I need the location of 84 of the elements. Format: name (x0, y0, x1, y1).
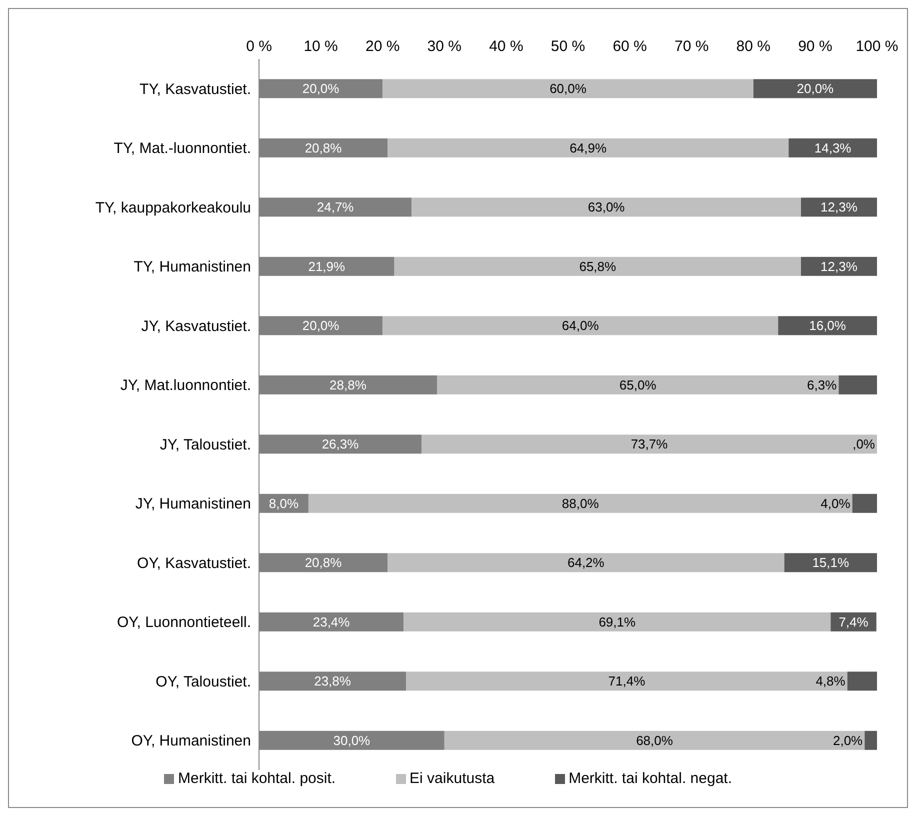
data-label: 30,0% (333, 732, 371, 748)
x-tick-label: 10 % (304, 38, 338, 55)
data-label: 20,0% (302, 318, 340, 334)
x-tick-label: 50 % (550, 38, 586, 55)
bar (404, 612, 831, 632)
data-label: 16,0% (809, 318, 846, 334)
data-label: 65,0% (619, 377, 657, 392)
x-tick-label: 70 % (674, 38, 709, 55)
data-label: 64,2% (567, 555, 605, 570)
bar (422, 434, 877, 454)
x-tick-label: 30 % (427, 38, 462, 55)
data-label: 20,8% (304, 140, 342, 156)
data-label: 21,9% (308, 258, 346, 274)
data-label: 69,1% (598, 614, 636, 630)
bar (864, 730, 877, 750)
y-tick-label: JY, Kasvatustiet. (141, 318, 251, 335)
data-label: 2,0% (833, 732, 864, 748)
data-label: 4,0% (820, 496, 851, 511)
x-tick-label: 20 % (366, 38, 400, 55)
data-label: 64,9% (570, 140, 607, 156)
y-tick-label: TY, Kasvatustiet. (140, 80, 251, 98)
data-label: 4,8% (816, 674, 846, 689)
legend-label: Merkitt. tai kohtal. posit. (176, 770, 336, 787)
bar (847, 672, 877, 691)
data-label: 20,0% (796, 81, 834, 96)
y-tick-label: OY, Luonnontieteell. (117, 614, 251, 632)
y-tick-label: OY, Taloustiet. (156, 673, 251, 690)
data-label: 15,1% (812, 555, 850, 570)
bar (444, 730, 865, 750)
bar (778, 316, 877, 336)
legend-label: Ei vaikutusta (408, 770, 495, 787)
data-label: 14,3% (814, 140, 852, 156)
x-tick-label: 90 % (798, 38, 832, 55)
data-label: 28,8% (330, 377, 367, 392)
bar (788, 138, 877, 158)
data-label: 23,4% (312, 614, 350, 630)
data-label: 8,0% (268, 496, 299, 511)
data-label: 88,0% (562, 496, 600, 511)
y-tick-label: OY, Humanistinen (131, 732, 251, 750)
data-label: ,0% (852, 436, 876, 452)
x-tick-label: 40 % (489, 38, 524, 55)
data-label: 60,0% (550, 81, 587, 96)
bar (394, 256, 801, 276)
y-tick-label: TY, kauppakorkeakoulu (95, 199, 251, 216)
data-label: 64,0% (562, 318, 600, 334)
bar (308, 494, 852, 513)
data-label: 24,7% (316, 200, 354, 215)
data-label: 73,7% (630, 436, 668, 452)
bar (838, 375, 877, 394)
data-label: 63,0% (588, 200, 626, 215)
data-label: 12,3% (820, 200, 858, 215)
data-label: 7,4% (838, 614, 869, 630)
legend-label: Merkitt. tai kohtal. negat. (568, 770, 732, 787)
bar (800, 198, 877, 217)
x-tick-label: 80 % (736, 38, 770, 55)
bar (388, 553, 784, 572)
x-tick-label: 0 % (246, 38, 272, 55)
y-tick-label: OY, Kasvatustiet. (137, 554, 251, 572)
bar (800, 256, 877, 276)
y-tick-label: JY, Taloustiet. (160, 436, 251, 454)
bar (388, 138, 789, 158)
bar (784, 553, 877, 572)
data-label: 65,8% (579, 258, 617, 274)
data-label: 20,0% (302, 81, 340, 96)
bar (412, 198, 801, 217)
bar (382, 79, 754, 98)
data-label: 20,8% (304, 555, 342, 570)
bar (852, 494, 877, 513)
data-label: 23,8% (314, 674, 352, 689)
x-tick-label: 60 % (612, 38, 647, 55)
bar (436, 375, 839, 394)
bar (753, 79, 877, 98)
data-label: 71,4% (608, 674, 646, 689)
y-tick-label: JY, Mat.luonnontiet. (120, 377, 251, 394)
y-tick-label: JY, Humanistinen (135, 496, 251, 513)
data-label: 26,3% (322, 436, 360, 452)
bar (406, 672, 848, 691)
y-tick-label: TY, Mat.-luonnontiet. (114, 140, 251, 158)
data-label: 12,3% (820, 258, 858, 274)
y-tick-label: TY, Humanistinen (134, 258, 251, 276)
bar (382, 316, 778, 336)
data-label: 68,0% (636, 732, 674, 748)
data-label: 6,3% (807, 377, 838, 392)
x-tick-label: 100 % (856, 38, 898, 55)
